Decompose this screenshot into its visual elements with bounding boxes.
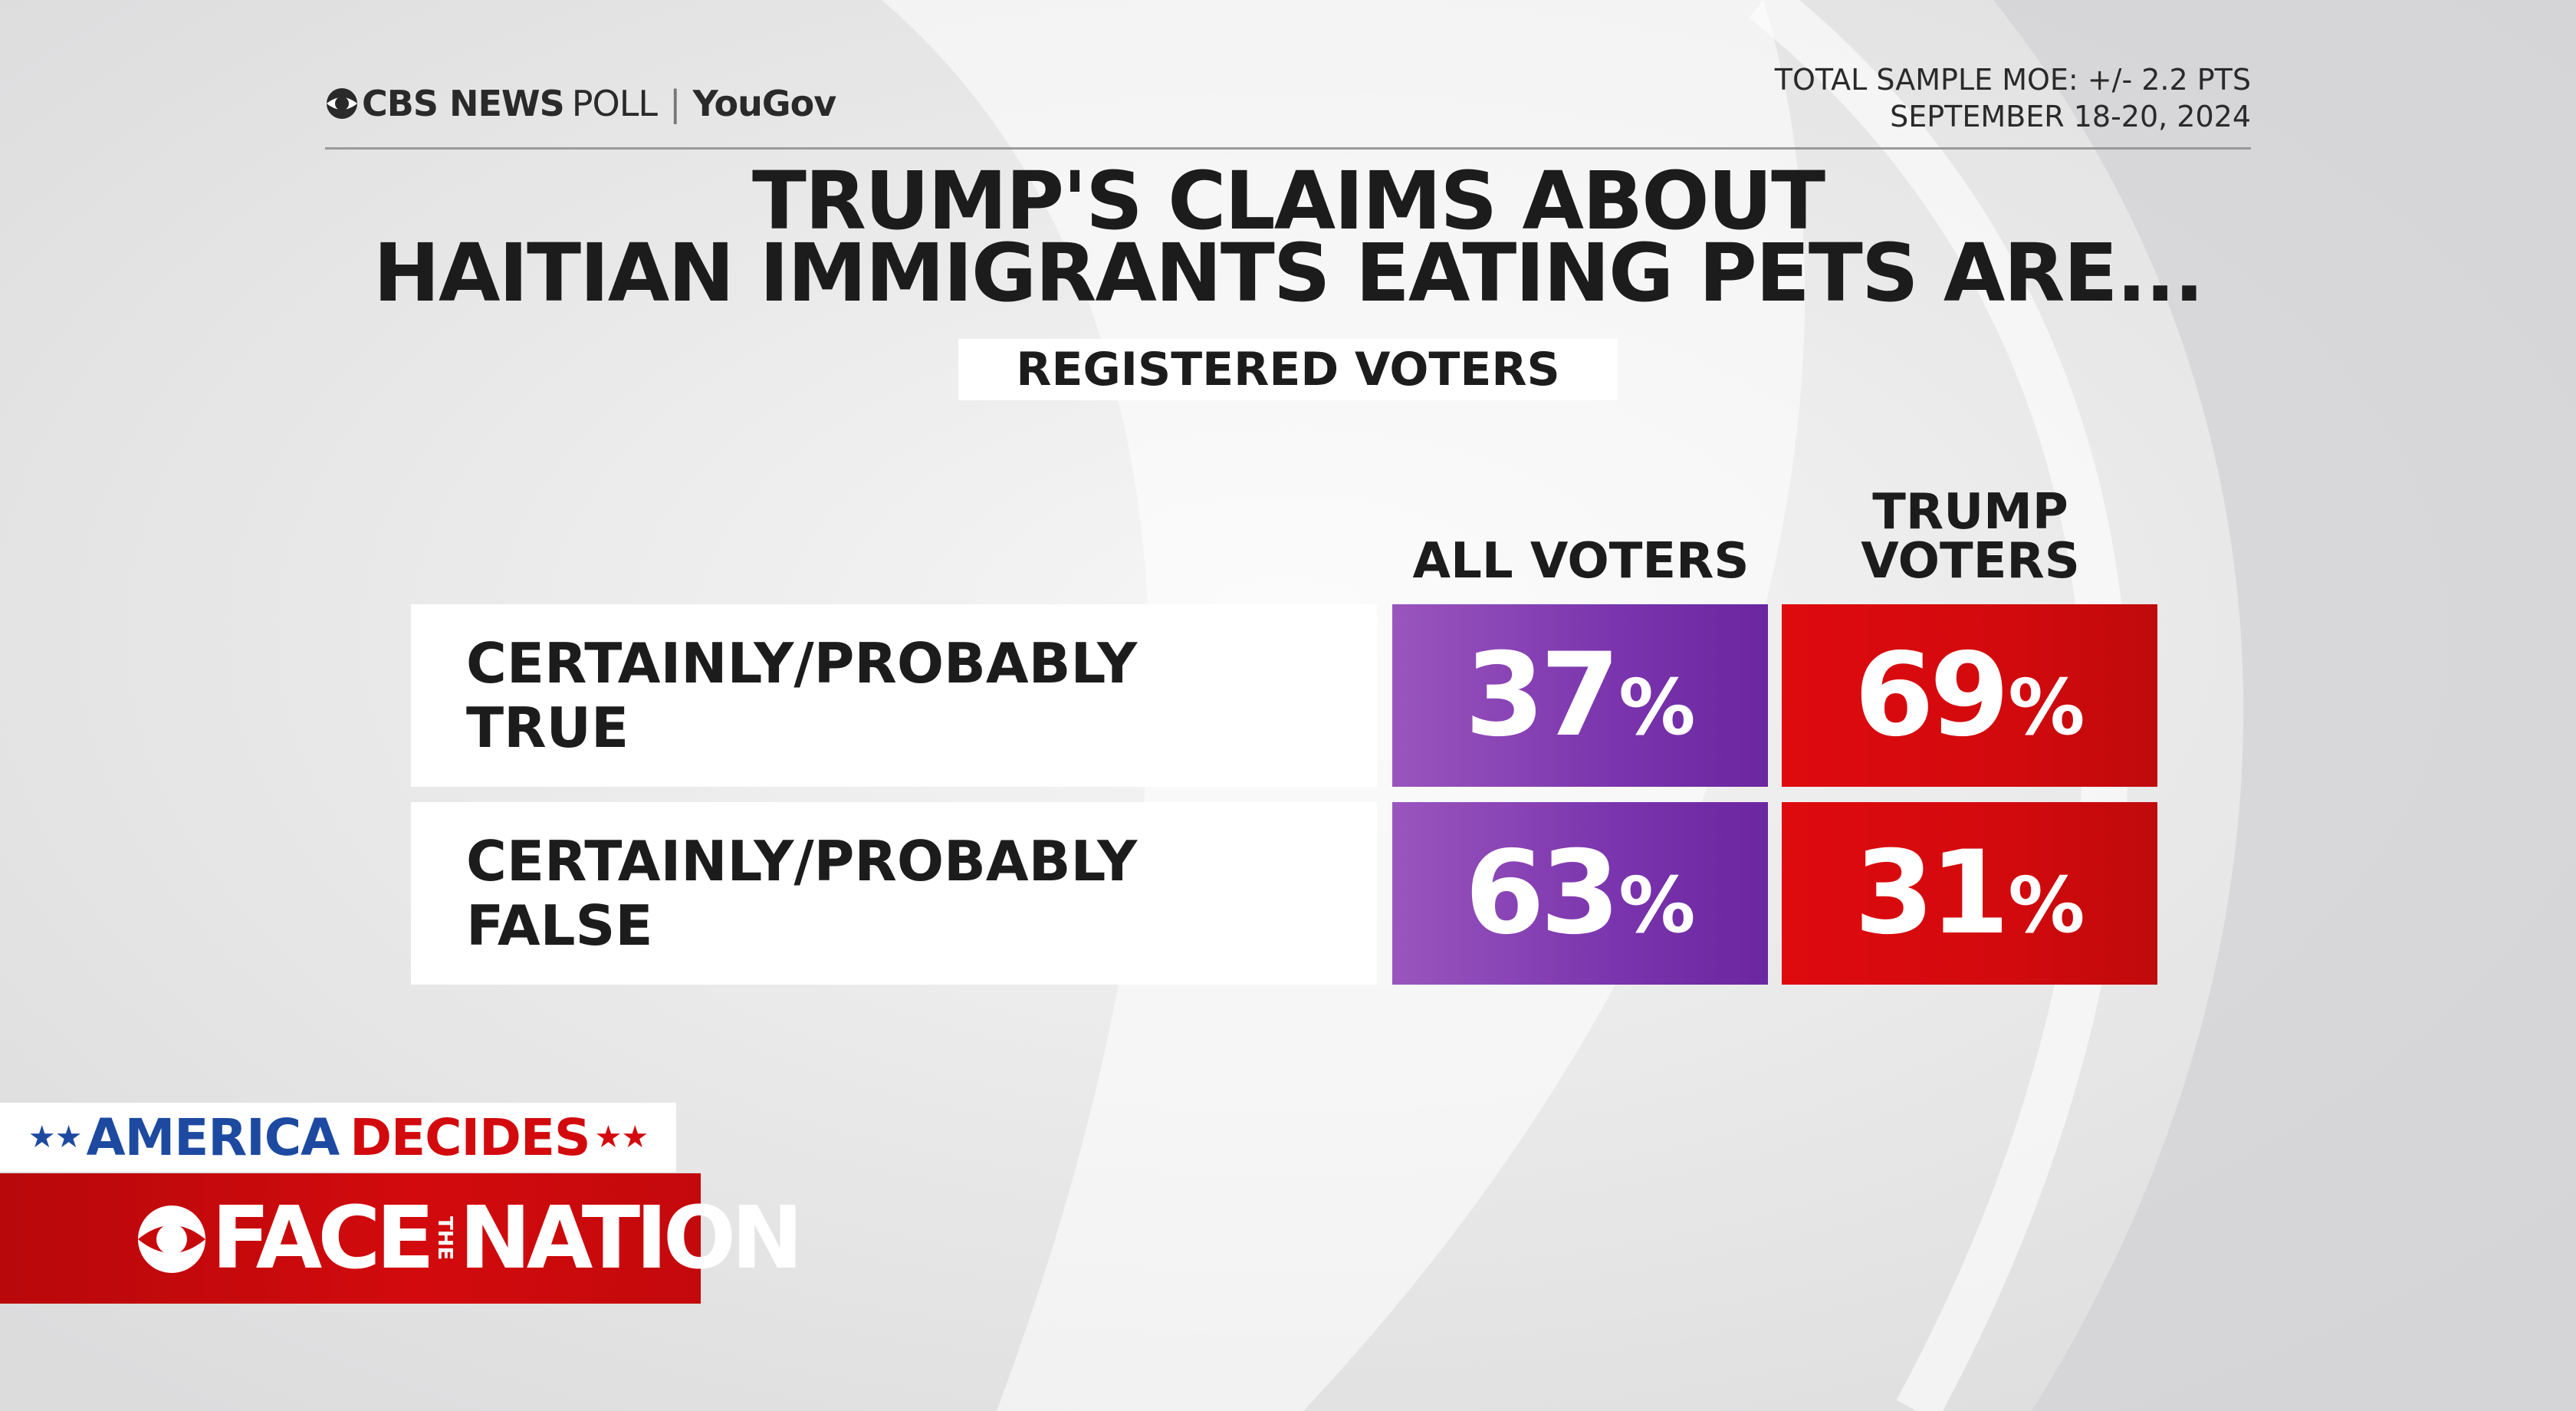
column-header-trump-line2: VOTERS <box>1861 533 2080 590</box>
value-false-all-voters: 63 <box>1464 827 1621 960</box>
row-label-true-line1: CERTAINLY/PROBABLY <box>466 631 1138 696</box>
date-line: SEPTEMBER 18-20, 2024 <box>1890 100 2251 133</box>
header-divider <box>325 147 2251 150</box>
row-label-false: CERTAINLY/PROBABLY FALSE <box>411 802 1377 985</box>
title-line-1: TRUMP'S CLAIMS ABOUT <box>751 154 1825 248</box>
cell-false-trump-voters: 31% <box>1782 802 2157 985</box>
column-header-all-voters-text: ALL VOTERS <box>1412 533 1750 590</box>
row-label-false-line1: CERTAINLY/PROBABLY <box>466 829 1138 893</box>
america-decides-banner: ★★ AMERICA DECIDES ★★ <box>0 1103 676 1172</box>
sample-info: TOTAL SAMPLE MOE: +/- 2.2 PTS SEPTEMBER … <box>1775 61 2251 135</box>
moe-line: TOTAL SAMPLE MOE: +/- 2.2 PTS <box>1774 63 2251 97</box>
value-true-trump-voters: 69 <box>1854 629 2010 762</box>
value-true-all-voters: 37 <box>1464 629 1621 762</box>
column-header-all-voters: ALL VOTERS <box>1389 537 1773 586</box>
cbs-eye-icon <box>138 1205 205 1273</box>
cell-true-trump-voters: 69% <box>1782 604 2157 787</box>
face-text: FACE <box>212 1189 435 1288</box>
percent-sign: % <box>1618 662 1696 752</box>
column-header-trump-voters: TRUMP VOTERS <box>1779 488 2162 586</box>
row-label-true: CERTAINLY/PROBABLY TRUE <box>411 604 1377 787</box>
row-label-true-text: CERTAINLY/PROBABLY TRUE <box>466 631 1325 760</box>
subtitle-badge: REGISTERED VOTERS <box>958 339 1618 400</box>
brand-separator: | <box>669 83 681 124</box>
america-text: AMERICA <box>86 1107 340 1167</box>
brand-poll: POLL <box>571 83 658 124</box>
cbs-eye-icon <box>327 88 357 119</box>
face-the-nation-logo: FACE THE NATION <box>0 1173 803 1304</box>
row-label-false-line2: FALSE <box>466 893 653 958</box>
title-line-2: HAITIAN IMMIGRANTS EATING PETS ARE... <box>373 226 2204 320</box>
cbs-news-poll-logo: CBS NEWS POLL | YouGov <box>325 83 836 124</box>
cell-true-all-voters: 37% <box>1392 604 1768 787</box>
brand-partner: YouGov <box>692 83 836 124</box>
value-false-trump-voters: 31 <box>1854 827 2010 960</box>
cell-false-all-voters: 63% <box>1392 802 1768 985</box>
row-label-false-text: CERTAINLY/PROBABLY FALSE <box>466 829 1325 958</box>
row-label-true-line2: TRUE <box>466 696 629 760</box>
percent-sign: % <box>2008 662 2085 752</box>
the-text: THE <box>433 1216 457 1261</box>
star-icon: ★★ <box>28 1120 83 1155</box>
percent-sign: % <box>2008 860 2085 950</box>
percent-sign: % <box>1618 860 1696 950</box>
chart-title: TRUMP'S CLAIMS ABOUT HAITIAN IMMIGRANTS … <box>0 154 2576 320</box>
brand-news: CBS NEWS <box>362 83 565 124</box>
subtitle-text: REGISTERED VOTERS <box>1016 343 1560 396</box>
decides-text: DECIDES <box>350 1107 590 1167</box>
nation-text: NATION <box>459 1189 803 1288</box>
column-header-trump-line1: TRUMP <box>1872 484 2068 541</box>
star-icon: ★★ <box>594 1120 649 1155</box>
